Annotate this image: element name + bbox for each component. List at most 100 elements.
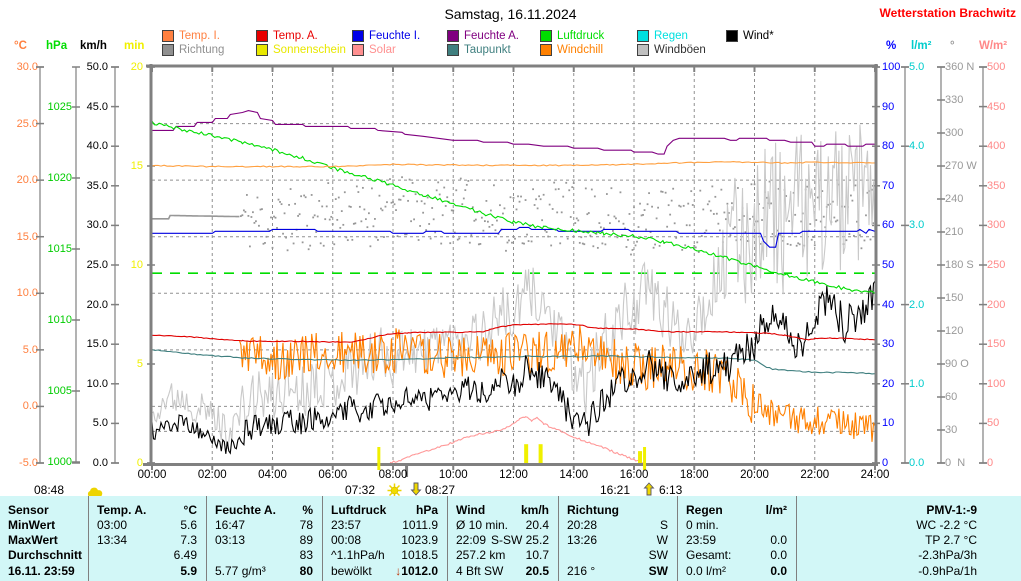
x-axis-label: 02:00 <box>197 469 227 481</box>
table-col-unit: km/h <box>520 503 549 517</box>
axis-tick-label-deg: 30 <box>945 424 958 436</box>
table-cell-value: 0.0 <box>770 548 787 562</box>
legend-item-richtung: Richtung <box>162 44 224 56</box>
x-axis-label: 14:00 <box>559 469 589 481</box>
day-length: 08:48 <box>34 483 65 497</box>
table-cell-info: 16:47 <box>215 518 246 532</box>
table-cell-value: 83 <box>299 548 313 562</box>
series-windchill <box>238 325 875 442</box>
table-row-label: 16.11. 23:59 <box>8 564 75 578</box>
sun-icon <box>387 483 402 498</box>
table-cell-info: bewölkt <box>331 564 372 578</box>
table-cell-value: 0.0 <box>770 533 787 547</box>
axis-unit-w-m: W/m² <box>979 40 1008 52</box>
axis-tick-label-wm2: 500 <box>987 61 1006 73</box>
x-axis-label: 24:00 <box>860 469 890 481</box>
table-col-unit: °C <box>183 503 197 517</box>
axis-tick-label-lm2: 1.0 <box>909 377 925 390</box>
axis-tick-label-kmh: 10.0 <box>86 377 108 390</box>
feuchte-a-swatch <box>447 30 459 42</box>
taupunkt-swatch <box>447 44 459 56</box>
table-cell-value: 80 <box>299 564 313 578</box>
table-divider <box>322 496 323 581</box>
axis-tick-label-wm2: 250 <box>987 259 1006 271</box>
legend-item-taupunkt: Taupunkt <box>447 44 511 56</box>
legend-item-luftdruck: Luftdruck <box>540 30 604 42</box>
axis-tick-label-deg: 60 <box>945 391 958 403</box>
table-cell-info: 22:09 <box>456 533 487 547</box>
x-axis-label: 20:00 <box>740 469 769 481</box>
axis-tick-label-pct: 100 <box>882 61 901 73</box>
axis-unit-hpa: hPa <box>46 40 68 52</box>
axis-tick-label-min: 15 <box>130 160 143 172</box>
table-col-unit: % <box>302 503 313 517</box>
x-axis-label: 06:00 <box>318 469 348 481</box>
axis-tick-label-pct: 0 <box>882 457 889 469</box>
table-divider <box>558 496 559 581</box>
table-cell-value: 20.5 <box>525 564 549 578</box>
series-temp-i <box>152 161 875 168</box>
table-cell-value: 89 <box>299 533 313 547</box>
luftdruck-swatch <box>540 30 552 42</box>
axis-tick-label-deg: 0 N <box>945 457 966 469</box>
table-cell-value: 5.9 <box>180 564 197 578</box>
table-cell-info: Gesamt: <box>686 548 732 562</box>
legend-item-temp-a: Temp. A. <box>256 30 318 42</box>
table-col-header: Feuchte A. <box>215 503 276 517</box>
axis-tick-label-deg: 270 W <box>945 160 977 172</box>
table-cell-info: Ø 10 min. <box>456 518 509 532</box>
axis-tick-label-pct: 70 <box>882 179 895 192</box>
plot-border <box>143 64 878 466</box>
legend-label: Temp. A. <box>273 30 318 42</box>
table-divider <box>796 496 797 581</box>
axis-tick-label-degC: 25.0 <box>16 117 38 130</box>
series-wind <box>152 280 875 455</box>
table-col-unit: l/m² <box>765 503 787 517</box>
table-cell-value: 6.49 <box>173 548 197 562</box>
wind-swatch <box>726 30 738 42</box>
axis-tick-label-wm2: 0 <box>987 457 994 469</box>
table-divider <box>677 496 678 581</box>
sun-up-icon <box>643 482 655 496</box>
morning-extra-time: 08:27 <box>425 483 456 497</box>
axis-tick-label-kmh: 5.0 <box>92 417 108 430</box>
axis-tick-label-pct: 40 <box>882 298 895 311</box>
table-cell-info: 0.0 l/m² <box>686 564 727 578</box>
axis-tick-label-degC: -5.0 <box>19 457 38 469</box>
legend-label: Richtung <box>179 44 225 56</box>
grid <box>152 67 875 463</box>
axis-tick-label-lm2: 5.0 <box>909 61 925 73</box>
windb-en-swatch <box>637 44 649 56</box>
axis-tick-label-lm2: 2.0 <box>909 298 925 311</box>
table-col-unit: hPa <box>415 503 438 517</box>
axis-unit-: ° <box>950 40 955 52</box>
table-col-header: Temp. A. <box>97 503 147 517</box>
axis-tick-label-deg: 240 <box>945 193 964 205</box>
summary-table: Sensor MinWert MaxWert Durchschnitt 16.11. 2… <box>0 496 1021 581</box>
table-cell-value: 10.7 <box>525 548 549 562</box>
table-divider <box>447 496 448 581</box>
axis-tick-label-lm2: 3.0 <box>909 219 925 232</box>
temp-i-swatch <box>162 30 174 42</box>
axis-tick-label-kmh: 0.0 <box>92 457 108 469</box>
x-axis-label: 18:00 <box>679 469 709 481</box>
axis-tick-label-deg: 120 <box>945 325 964 337</box>
table-row-label: Durchschnitt <box>8 548 83 562</box>
axis-tick-label-deg: 210 <box>945 226 964 238</box>
axis-tick-label-degC: 0.0 <box>22 400 38 413</box>
table-cell-info: ^1.1hPa/h <box>331 548 385 562</box>
legend-item-regen: Regen <box>637 30 688 42</box>
table-cell-info: 23:57 <box>331 518 362 532</box>
axis-tick-label-pct: 30 <box>882 338 895 351</box>
page-title: Samstag, 16.11.2024 <box>444 6 577 22</box>
x-axis-label: 00:00 <box>137 469 167 481</box>
legend-label: Windchill <box>557 44 604 56</box>
feuchte-i-swatch <box>352 30 364 42</box>
table-cell-info: 4 Bft SW <box>456 564 504 578</box>
x-axis-label: 04:00 <box>258 469 287 481</box>
legend-label: Temp. I. <box>179 30 220 42</box>
table-cell-value: 1011.9 <box>402 518 438 532</box>
table-row-label: MinWert <box>8 518 56 532</box>
axis-tick-label-kmh: 40.0 <box>86 140 108 153</box>
